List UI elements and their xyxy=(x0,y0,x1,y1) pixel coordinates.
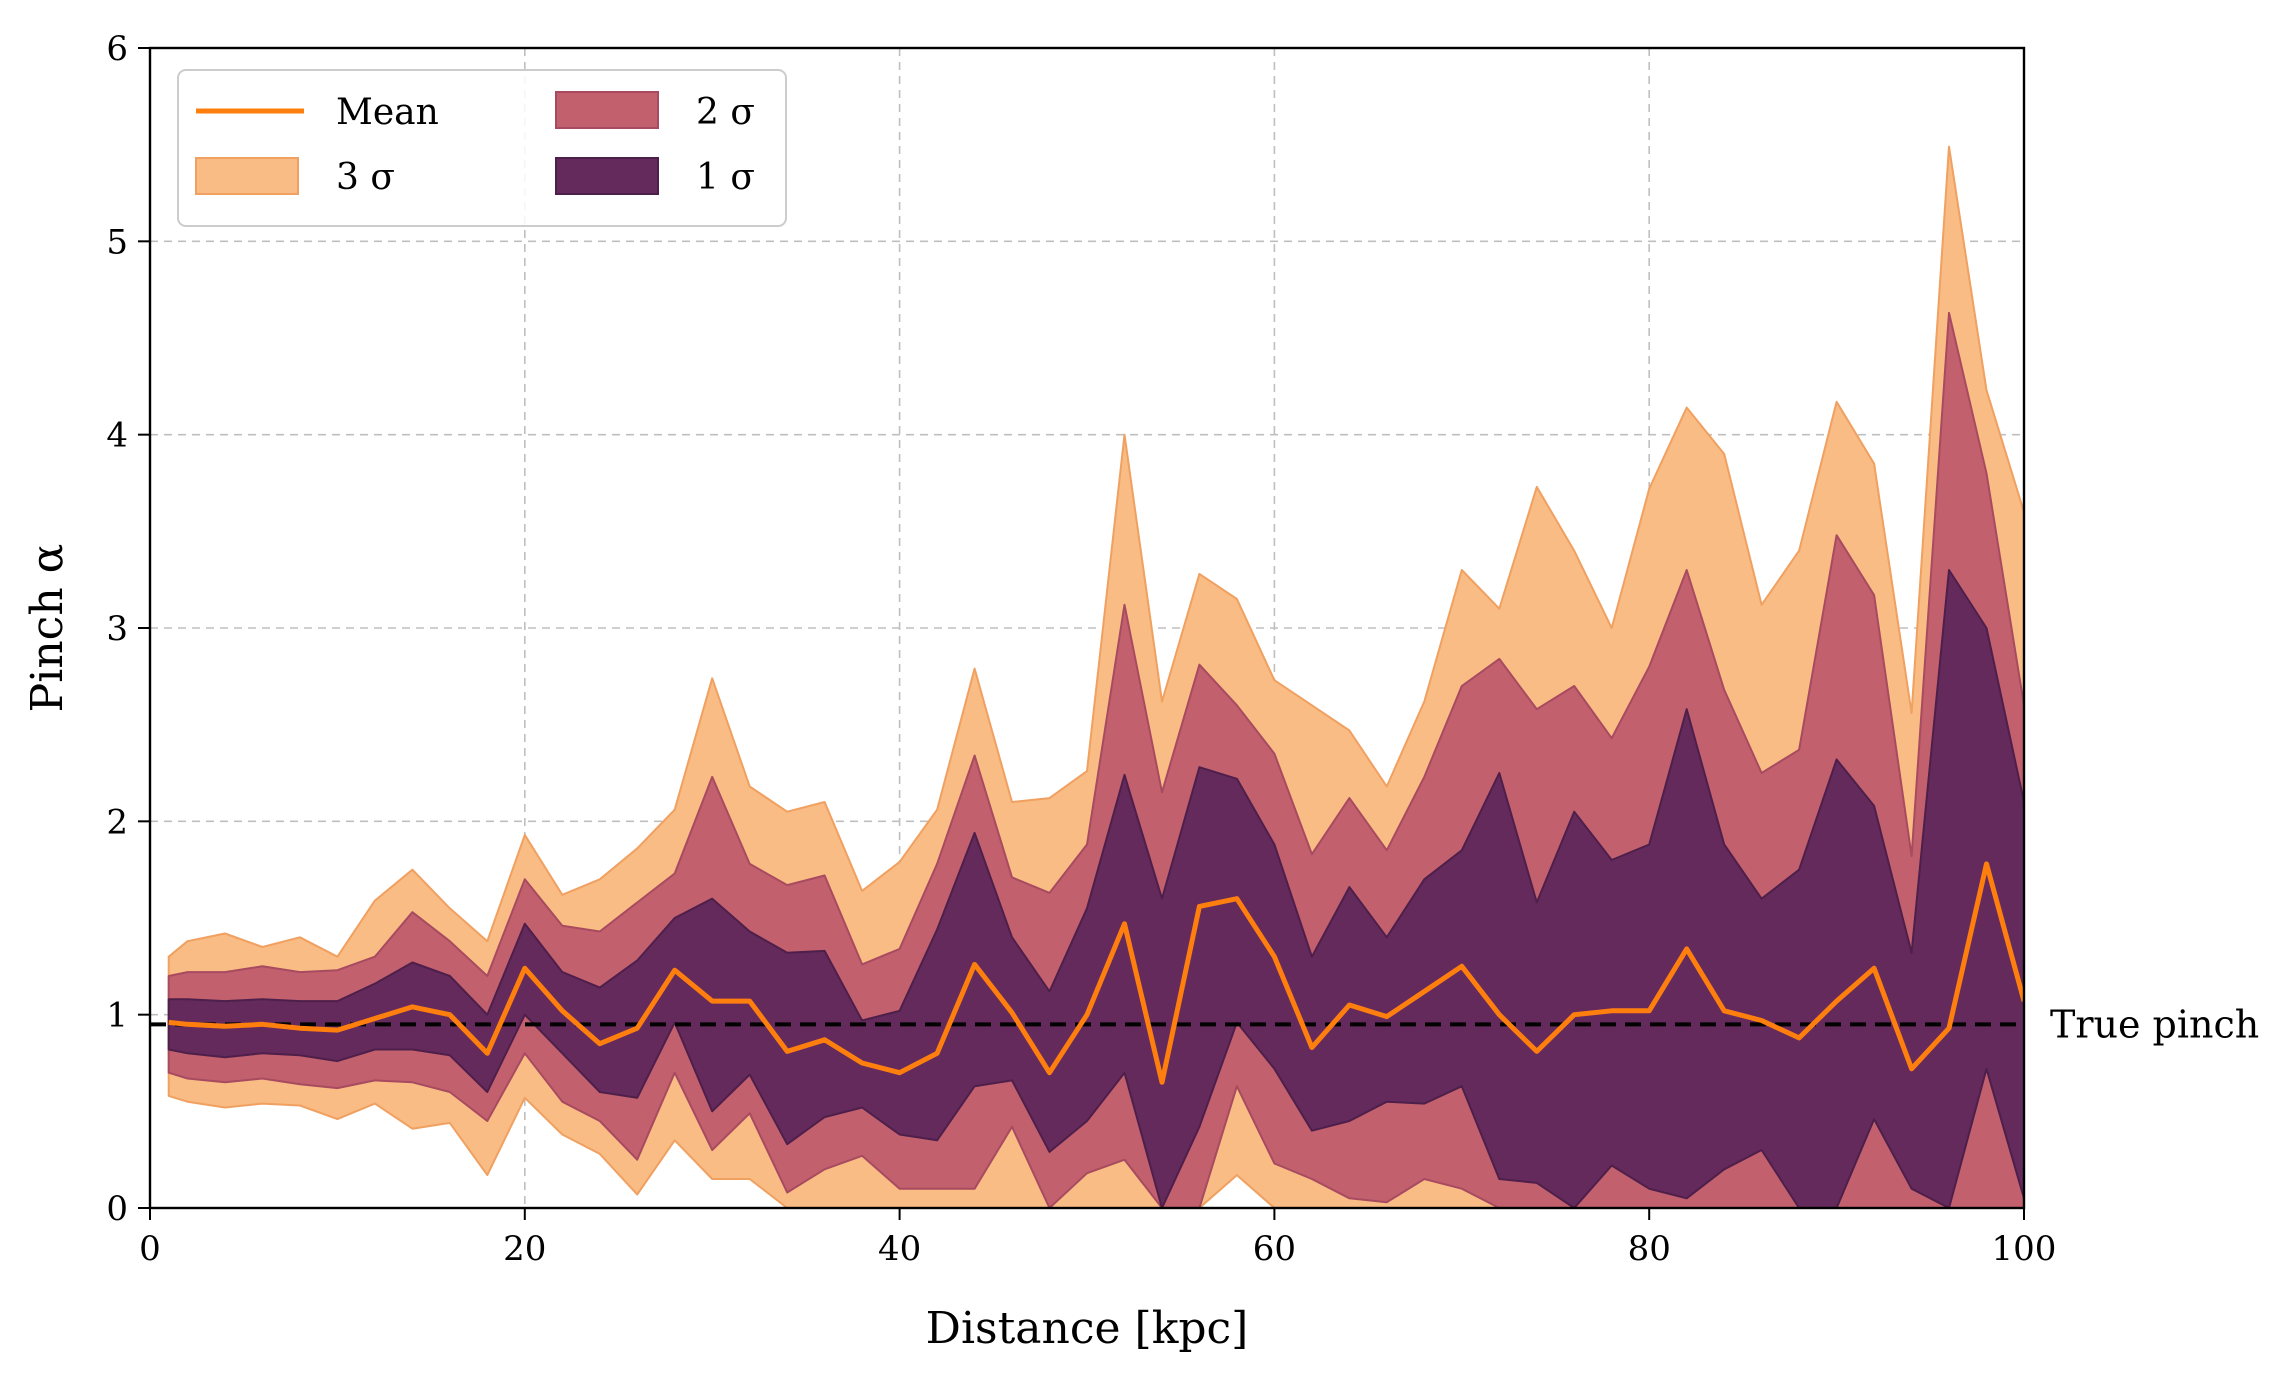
band-1-sigma xyxy=(167,569,2024,1208)
x-tick-label: 40 xyxy=(878,1229,921,1269)
mean-line xyxy=(168,861,2024,1085)
y-tick-label: 4 xyxy=(106,416,128,456)
legend-label-mean: Mean xyxy=(336,92,439,133)
legend-swatch-1-sigma xyxy=(555,157,659,195)
y-tick-label: 6 xyxy=(106,29,128,69)
true-pinch-label: True pinch xyxy=(2050,1002,2259,1046)
legend-swatch-3-sigma xyxy=(195,157,299,195)
legend-label-3-sigma: 3 σ xyxy=(336,157,395,198)
x-tick-label: 20 xyxy=(503,1229,546,1269)
legend-label-1-sigma: 1 σ xyxy=(696,157,755,198)
x-tick-label: 100 xyxy=(1992,1229,2057,1269)
legend-box xyxy=(177,69,787,227)
confidence-bands xyxy=(150,145,2024,1208)
x-tick-label: 80 xyxy=(1628,1229,1671,1269)
y-tick-label: 3 xyxy=(106,609,128,649)
y-tick-label: 5 xyxy=(106,222,128,262)
x-tick-label: 0 xyxy=(139,1229,161,1269)
x-axis-label: Distance [kpc] xyxy=(926,1303,1249,1354)
axis-ticks: 0 20 40 60 80 100 0 1 2 3 4 5 6 xyxy=(106,29,2056,1269)
y-tick-label: 0 xyxy=(106,1189,128,1229)
legend-swatch-2-sigma xyxy=(555,91,659,129)
y-axis-label: Pinch α xyxy=(22,544,73,713)
x-tick-label: 60 xyxy=(1253,1229,1296,1269)
y-tick-label: 2 xyxy=(106,802,128,842)
legend: Mean 3 σ 2 σ 1 σ xyxy=(177,69,787,227)
legend-label-2-sigma: 2 σ xyxy=(696,92,755,133)
y-tick-label: 1 xyxy=(106,996,128,1036)
